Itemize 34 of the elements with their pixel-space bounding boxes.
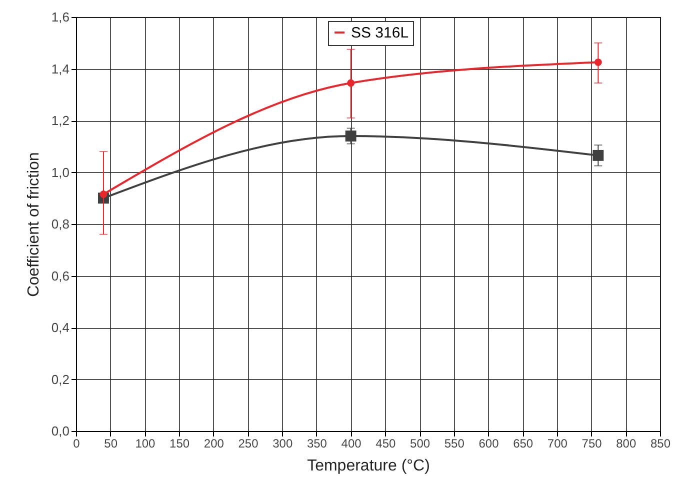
y-tick-label: 0,8: [51, 216, 70, 232]
y-tick-label: 0,0: [51, 424, 70, 438]
x-tick-label: 750: [582, 436, 602, 450]
point: [347, 79, 355, 87]
x-axis-title: Temperature (°C): [307, 458, 430, 474]
point: [592, 150, 604, 161]
y-tick-label: 1,2: [51, 113, 70, 128]
x-tick-label: 650: [513, 436, 534, 450]
y-tick-label: 0,4: [51, 320, 70, 335]
x-tick-label: 850: [650, 436, 671, 450]
y-tick-label: 0,2: [51, 372, 70, 387]
point: [594, 58, 602, 66]
x-tick-label: 250: [238, 436, 259, 450]
x-tick-label: 150: [170, 436, 190, 450]
x-tick-label: 300: [272, 436, 293, 450]
x-tick-label: 600: [478, 436, 500, 450]
y-tick-label: 1,0: [51, 164, 70, 180]
y-axis-title: Coefficient of friction: [25, 152, 42, 297]
x-tick-label: 450: [376, 436, 396, 450]
y-tick-label: 1,6: [51, 10, 70, 24]
legend-label: SS 316L: [351, 24, 409, 42]
x-tick-label: 400: [341, 436, 362, 450]
x-tick-label: 0: [73, 436, 80, 450]
x-tick-label: 200: [204, 436, 224, 450]
x-tick-label: 800: [616, 436, 636, 450]
y-tick-label: 0,6: [51, 268, 70, 284]
point: [345, 130, 356, 142]
x-tick-label: 100: [135, 436, 156, 450]
y-tick-label: 1,4: [51, 61, 70, 76]
x-tick-label: 700: [547, 436, 568, 450]
x-tick-label: 500: [410, 436, 430, 450]
x-tick-label: 350: [306, 436, 328, 450]
x-tick-label: 50: [104, 436, 118, 450]
x-tick-label: 550: [444, 436, 465, 450]
